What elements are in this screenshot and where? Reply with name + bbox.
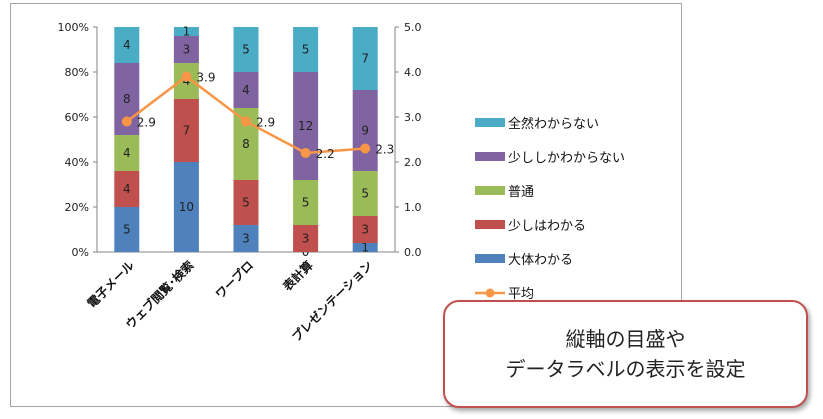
y-right-tick-label: 2.0 <box>404 156 422 169</box>
y-right-tick-label: 0.0 <box>404 246 422 259</box>
data-label: 7 <box>183 124 191 138</box>
callout-line-1: 縦軸の目盛や <box>565 327 686 351</box>
bar-segment <box>352 90 378 171</box>
data-label: 3 <box>242 232 250 246</box>
bar-segment <box>293 27 319 72</box>
bar-segment <box>352 243 378 252</box>
legend-swatch <box>475 118 505 127</box>
bar-segment <box>114 171 140 207</box>
legend-label: 少しはわかる <box>508 219 586 234</box>
bar-segment <box>233 225 259 252</box>
bar-segment <box>114 27 140 63</box>
data-label: 5 <box>123 223 131 237</box>
category-label: ワープロ <box>212 258 256 302</box>
data-label: 12 <box>298 119 313 133</box>
bar-segment <box>352 216 378 243</box>
legend-label: 平均 <box>508 287 534 302</box>
y-left-tick-label: 60% <box>65 111 89 124</box>
data-label: 4 <box>123 182 131 196</box>
bar-segment <box>173 27 199 36</box>
data-label: 7 <box>361 52 369 66</box>
y-left-tick-label: 20% <box>65 201 89 214</box>
average-data-label: 2.3 <box>375 143 394 157</box>
average-marker <box>360 143 371 154</box>
bar-segment <box>173 99 199 162</box>
data-label: 4 <box>123 146 131 160</box>
y-right-tick-label: 3.0 <box>404 111 422 124</box>
data-label: 1 <box>183 25 191 39</box>
average-data-label: 3.9 <box>196 71 215 85</box>
category-label: 電子メール <box>85 258 137 310</box>
average-marker <box>241 116 251 127</box>
bar-segment <box>173 36 199 63</box>
bar-segment <box>352 171 378 216</box>
data-label: 4 <box>242 83 250 97</box>
data-label: 8 <box>242 137 250 151</box>
callout-box: 縦軸の目盛や データラベルの表示を設定 <box>443 300 808 408</box>
average-marker <box>181 71 192 82</box>
y-left-tick-label: 100% <box>58 21 89 34</box>
callout-line-2: データラベルの表示を設定 <box>505 357 746 381</box>
legend-label: 大体わかる <box>508 253 573 268</box>
y-right-tick-label: 4.0 <box>404 66 422 79</box>
average-marker <box>300 148 311 158</box>
bar-segment <box>173 162 199 252</box>
bar-segment <box>293 72 319 180</box>
data-label: 8 <box>123 92 131 106</box>
legend-label: 普通 <box>508 185 534 200</box>
bar-segment <box>233 72 259 108</box>
bar-segment <box>293 180 319 225</box>
legend-swatch <box>475 186 505 195</box>
data-label: 3 <box>183 43 191 57</box>
data-label: 5 <box>242 196 250 210</box>
y-right-tick-label: 5.0 <box>404 21 422 34</box>
y-left-tick-label: 0% <box>72 246 89 259</box>
average-data-label: 2.2 <box>316 147 335 161</box>
legend-label: 全然わからない <box>508 116 599 132</box>
data-label: 3 <box>361 223 369 237</box>
average-data-label: 2.9 <box>256 116 275 130</box>
bar-segment <box>293 225 319 252</box>
category-label: 表計算 <box>279 258 316 295</box>
bar-segment <box>114 135 140 171</box>
data-label: 5 <box>242 43 250 57</box>
data-label: 1 <box>361 241 369 255</box>
bar-segment <box>233 180 259 225</box>
data-label: 5 <box>361 187 369 201</box>
y-right-tick-label: 1.0 <box>404 201 422 214</box>
legend-swatch <box>475 152 505 161</box>
bar-segment <box>114 207 140 252</box>
data-label: 3 <box>302 232 310 246</box>
legend-swatch <box>475 220 505 229</box>
bar-segment <box>352 27 378 90</box>
y-left-tick-label: 80% <box>65 66 89 79</box>
data-label: 4 <box>123 38 131 52</box>
legend-swatch <box>475 254 505 263</box>
legend-label: 少ししかわからない <box>508 151 625 166</box>
data-label: 5 <box>302 196 310 210</box>
bar-segment <box>233 27 259 72</box>
data-label: 5 <box>302 43 310 57</box>
data-label: 9 <box>361 124 369 138</box>
data-label: 10 <box>179 200 194 214</box>
y-left-tick-label: 40% <box>65 156 89 169</box>
legend-line-marker <box>485 288 495 298</box>
average-marker <box>121 116 132 127</box>
average-data-label: 2.9 <box>137 116 156 130</box>
